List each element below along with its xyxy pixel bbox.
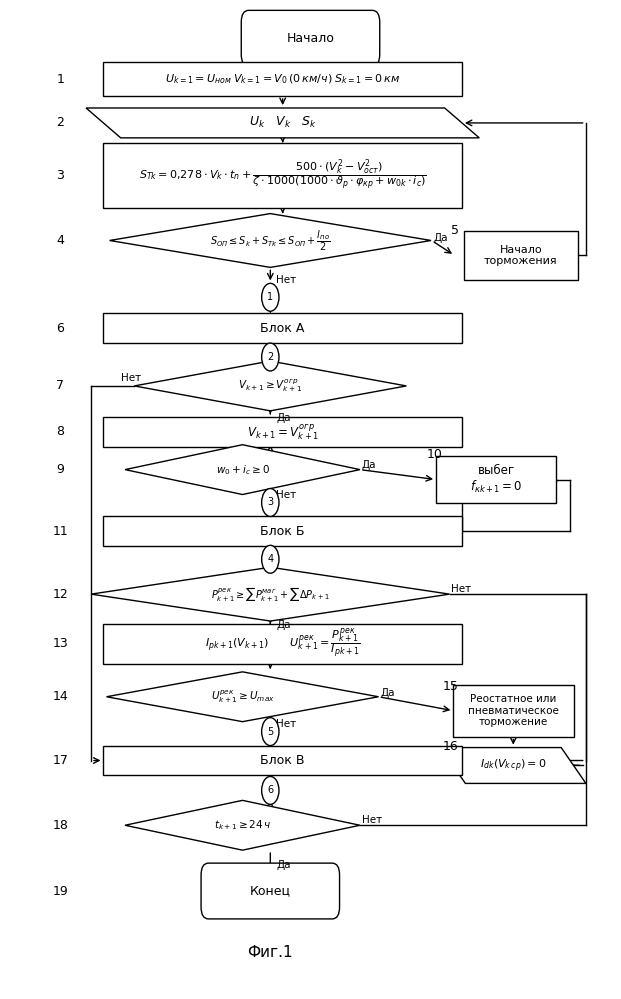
- Polygon shape: [125, 800, 360, 850]
- Polygon shape: [86, 108, 479, 138]
- Text: 5: 5: [267, 726, 273, 736]
- Text: Реостатное или
пневматическое
торможение: Реостатное или пневматическое торможение: [468, 694, 559, 727]
- Text: $U_k \quad V_k \quad S_k$: $U_k \quad V_k \quad S_k$: [248, 115, 317, 131]
- Text: $t_{k+1}\geq 24\,ч$: $t_{k+1}\geq 24\,ч$: [214, 818, 271, 832]
- Text: 1: 1: [56, 73, 64, 86]
- Text: 2: 2: [267, 352, 273, 362]
- Bar: [463, 231, 578, 281]
- Circle shape: [261, 717, 279, 745]
- Text: 13: 13: [52, 637, 68, 650]
- Polygon shape: [109, 214, 431, 268]
- Text: 3: 3: [56, 169, 64, 182]
- Bar: [103, 745, 462, 775]
- Text: 5: 5: [451, 224, 459, 237]
- Bar: [436, 456, 556, 503]
- Text: Да: Да: [362, 460, 376, 470]
- Text: Блок А: Блок А: [260, 322, 305, 335]
- Text: 6: 6: [56, 322, 64, 335]
- Text: $V_{k+1}\geq V_{k+1}^{огр}$: $V_{k+1}\geq V_{k+1}^{огр}$: [238, 378, 302, 395]
- Text: $U_{k=1}=U_{ном}\;V_{k=1}=V_0\,(0\,км/ч)\;S_{k=1}=0\,км$: $U_{k=1}=U_{ном}\;V_{k=1}=V_0\,(0\,км/ч)…: [165, 72, 401, 86]
- Text: 15: 15: [442, 680, 458, 693]
- Text: $S_{ОП}\leq S_k+S_{Tk}\leq S_{ОП}+\dfrac{l_{по}}{2}$: $S_{ОП}\leq S_k+S_{Tk}\leq S_{ОП}+\dfrac…: [210, 228, 330, 253]
- Circle shape: [261, 284, 279, 312]
- Text: Нет: Нет: [362, 815, 382, 825]
- Text: 12: 12: [52, 587, 68, 600]
- Circle shape: [261, 489, 279, 516]
- Text: Конец: Конец: [250, 884, 291, 897]
- Text: 8: 8: [56, 426, 64, 439]
- Text: выбег
$f_{кk+1}=0$: выбег $f_{кk+1}=0$: [469, 464, 522, 496]
- Text: Начало: Начало: [286, 32, 335, 45]
- Text: 18: 18: [52, 819, 68, 832]
- Text: 4: 4: [56, 234, 64, 247]
- Text: $w_0+i_c\geq 0$: $w_0+i_c\geq 0$: [215, 463, 270, 477]
- Text: 4: 4: [267, 554, 273, 564]
- Text: 19: 19: [52, 884, 68, 897]
- Polygon shape: [441, 747, 586, 783]
- Text: Начало
торможения: Начало торможения: [484, 245, 558, 266]
- Polygon shape: [106, 672, 379, 721]
- Bar: [103, 624, 462, 664]
- Text: Да: Да: [276, 860, 291, 870]
- Circle shape: [261, 545, 279, 573]
- Text: Нет: Нет: [276, 718, 297, 728]
- Text: $U_{k+1}^{рек}\geq U_{max}$: $U_{k+1}^{рек}\geq U_{max}$: [211, 688, 274, 705]
- Bar: [103, 516, 462, 546]
- FancyBboxPatch shape: [242, 10, 379, 66]
- Text: $I_{pk+1}(V_{k+1})\qquad U_{k+1}^{рек}=\dfrac{P_{k+1}^{рек}}{I_{pk+1}}$: $I_{pk+1}(V_{k+1})\qquad U_{k+1}^{рек}=\…: [205, 627, 360, 661]
- Circle shape: [261, 343, 279, 371]
- Text: Нет: Нет: [276, 490, 297, 500]
- Circle shape: [261, 776, 279, 804]
- Text: $P_{k+1}^{рек}\geq\sum P_{k+1}^{маг}+\sum\Delta P_{k+1}$: $P_{k+1}^{рек}\geq\sum P_{k+1}^{маг}+\su…: [211, 585, 330, 603]
- Text: Блок Б: Блок Б: [260, 524, 305, 537]
- Text: 6: 6: [267, 785, 273, 795]
- Text: Да: Да: [433, 233, 448, 243]
- Text: $S_{Tk}=0{,}278\cdot V_k\cdot t_n+\dfrac{500\cdot(V_k^2-V_{ост}^2)}{\zeta\cdot10: $S_{Tk}=0{,}278\cdot V_k\cdot t_n+\dfrac…: [138, 158, 427, 194]
- FancyBboxPatch shape: [201, 863, 340, 919]
- Text: 14: 14: [52, 690, 68, 703]
- Polygon shape: [125, 445, 360, 495]
- Text: 2: 2: [56, 117, 64, 130]
- Text: 1: 1: [267, 293, 273, 303]
- Bar: [103, 62, 462, 96]
- Text: Нет: Нет: [120, 373, 141, 383]
- Text: 3: 3: [267, 498, 273, 507]
- Polygon shape: [91, 567, 450, 621]
- Text: Нет: Нет: [451, 584, 471, 594]
- Bar: [103, 314, 462, 343]
- Text: Нет: Нет: [276, 276, 297, 286]
- Bar: [103, 143, 462, 208]
- Text: 16: 16: [442, 740, 458, 753]
- Text: $I_{dk}(V_{k\,ср})=0$: $I_{dk}(V_{k\,ср})=0$: [480, 757, 546, 773]
- Text: Да: Да: [276, 620, 291, 630]
- Bar: [103, 417, 462, 447]
- Text: 9: 9: [56, 464, 64, 477]
- Polygon shape: [134, 361, 406, 411]
- Text: 11: 11: [52, 524, 68, 537]
- Text: 10: 10: [426, 449, 442, 462]
- Text: Да: Да: [381, 687, 396, 697]
- Text: $V_{k+1}=V_{k+1}^{огр}$: $V_{k+1}=V_{k+1}^{огр}$: [247, 422, 319, 442]
- Text: 17: 17: [52, 754, 68, 767]
- Text: Фиг.1: Фиг.1: [248, 945, 293, 960]
- Text: 7: 7: [56, 380, 64, 393]
- Text: Да: Да: [276, 413, 291, 423]
- Bar: [453, 684, 574, 736]
- Text: Блок В: Блок В: [260, 754, 305, 767]
